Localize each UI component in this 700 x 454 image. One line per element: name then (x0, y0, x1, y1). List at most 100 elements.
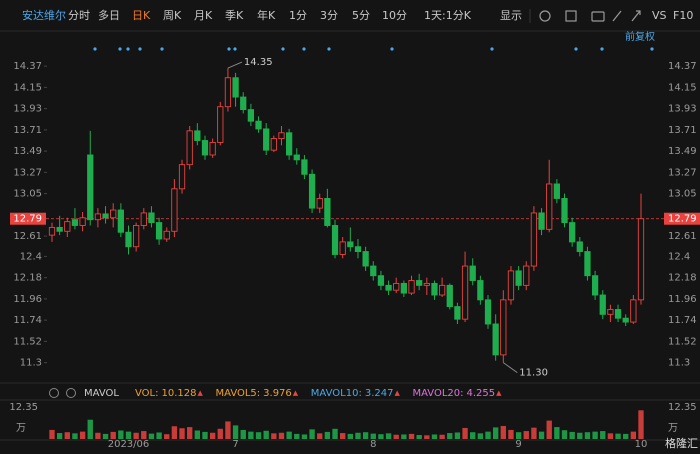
tab[interactable]: 日K (132, 9, 151, 22)
event-marker[interactable] (281, 47, 285, 51)
tab[interactable]: 1分 (289, 9, 307, 22)
candle-body (500, 299, 507, 356)
candle (286, 128, 293, 160)
f10-button[interactable]: F10 (673, 9, 693, 22)
candle-body (370, 265, 377, 277)
tab[interactable]: 3分 (320, 9, 338, 22)
adjust-menu[interactable]: 前复权 (625, 30, 655, 43)
event-marker[interactable] (138, 47, 142, 51)
event-marker[interactable] (574, 47, 578, 51)
settings-icon[interactable] (539, 10, 551, 22)
volume-bar (125, 431, 132, 439)
y-tick-label: 12.61 (13, 231, 42, 242)
y-tick-label: 11.96 (13, 294, 42, 305)
volume-bar (454, 432, 461, 439)
display-menu[interactable]: 显示 (500, 9, 522, 22)
vol-unit-right: 万 (668, 423, 678, 434)
volume-bar (232, 425, 239, 439)
candle-body (362, 251, 369, 267)
candle-body (125, 231, 132, 248)
crop-icon[interactable] (565, 10, 577, 22)
candle-body (438, 284, 446, 296)
tab[interactable]: 10分 (382, 9, 407, 22)
event-marker[interactable] (227, 47, 231, 51)
candle (469, 258, 476, 286)
volume-bar (141, 431, 147, 439)
event-marker[interactable] (600, 47, 604, 51)
x-tick-label: 2023/06 (108, 439, 150, 450)
x-tick-label: 9 (515, 439, 521, 450)
event-marker[interactable] (93, 47, 97, 51)
candle (133, 222, 140, 252)
volume-bar (248, 431, 254, 439)
volume-bar (263, 430, 269, 439)
volume-bar (301, 434, 308, 439)
candle-body (140, 212, 147, 226)
stock-name[interactable]: 安达维尔 (22, 8, 66, 22)
candle-body (553, 183, 560, 199)
candle (416, 273, 423, 291)
candle-body (484, 299, 492, 325)
candle-body (461, 265, 469, 320)
volume-bar (638, 410, 644, 439)
event-marker[interactable] (327, 47, 331, 51)
tab[interactable]: 分时 (68, 9, 90, 22)
vs-button[interactable]: VS (652, 9, 667, 22)
tab[interactable]: 年K (257, 8, 276, 22)
candle-body (584, 251, 591, 277)
tab[interactable]: 周K (163, 9, 182, 22)
candle-body (523, 265, 530, 286)
volume-bar (370, 433, 376, 439)
tab[interactable]: 1天:1分K (424, 9, 472, 22)
indicator-settings-icon[interactable] (49, 388, 59, 398)
event-marker[interactable] (160, 47, 164, 51)
candle (607, 304, 614, 323)
candle-body (278, 132, 285, 140)
candle-body (102, 213, 109, 219)
camera-icon[interactable] (591, 11, 605, 22)
tab[interactable]: 5分 (352, 9, 370, 22)
candle (569, 217, 576, 247)
event-marker[interactable] (126, 47, 130, 51)
last-price-box (10, 212, 46, 225)
candle (71, 208, 79, 230)
y-tick-label-right: 11.74 (668, 315, 697, 326)
tab[interactable]: 多日 (98, 8, 120, 22)
volume-bar (508, 429, 514, 439)
volume-bar (401, 434, 407, 439)
candle (385, 280, 392, 296)
indicator-name[interactable]: MAVOL (84, 388, 119, 399)
event-marker[interactable] (302, 47, 306, 51)
pen-icon[interactable] (612, 10, 622, 22)
x-tick-label: 8 (370, 439, 376, 450)
volume-bar (294, 433, 300, 439)
candle-body (201, 140, 209, 156)
expand-icon[interactable] (631, 10, 641, 22)
candle (354, 239, 362, 259)
volume-bar (515, 432, 522, 439)
event-marker[interactable] (650, 47, 654, 51)
event-marker[interactable] (490, 47, 494, 51)
candle (178, 159, 186, 194)
candle (232, 72, 239, 107)
candle (637, 193, 645, 305)
candle-body (454, 306, 461, 320)
candle (408, 275, 415, 296)
candle (255, 116, 262, 133)
event-marker[interactable] (390, 47, 394, 51)
x-tick-label: 7 (232, 439, 238, 450)
event-marker[interactable] (118, 47, 122, 51)
y-tick-label-right: 14.37 (668, 61, 697, 72)
y-tick-label-right: 11.52 (668, 336, 697, 347)
volume-bar (202, 431, 208, 439)
tab[interactable]: 月K (194, 9, 213, 22)
tab[interactable]: 季K (225, 9, 244, 22)
candle (301, 154, 308, 180)
indicator-close-icon[interactable] (66, 388, 76, 398)
candle (293, 148, 300, 165)
candle (446, 283, 453, 310)
y-tick-label-right: 13.71 (668, 125, 697, 136)
event-marker[interactable] (233, 47, 237, 51)
candle (423, 277, 430, 296)
